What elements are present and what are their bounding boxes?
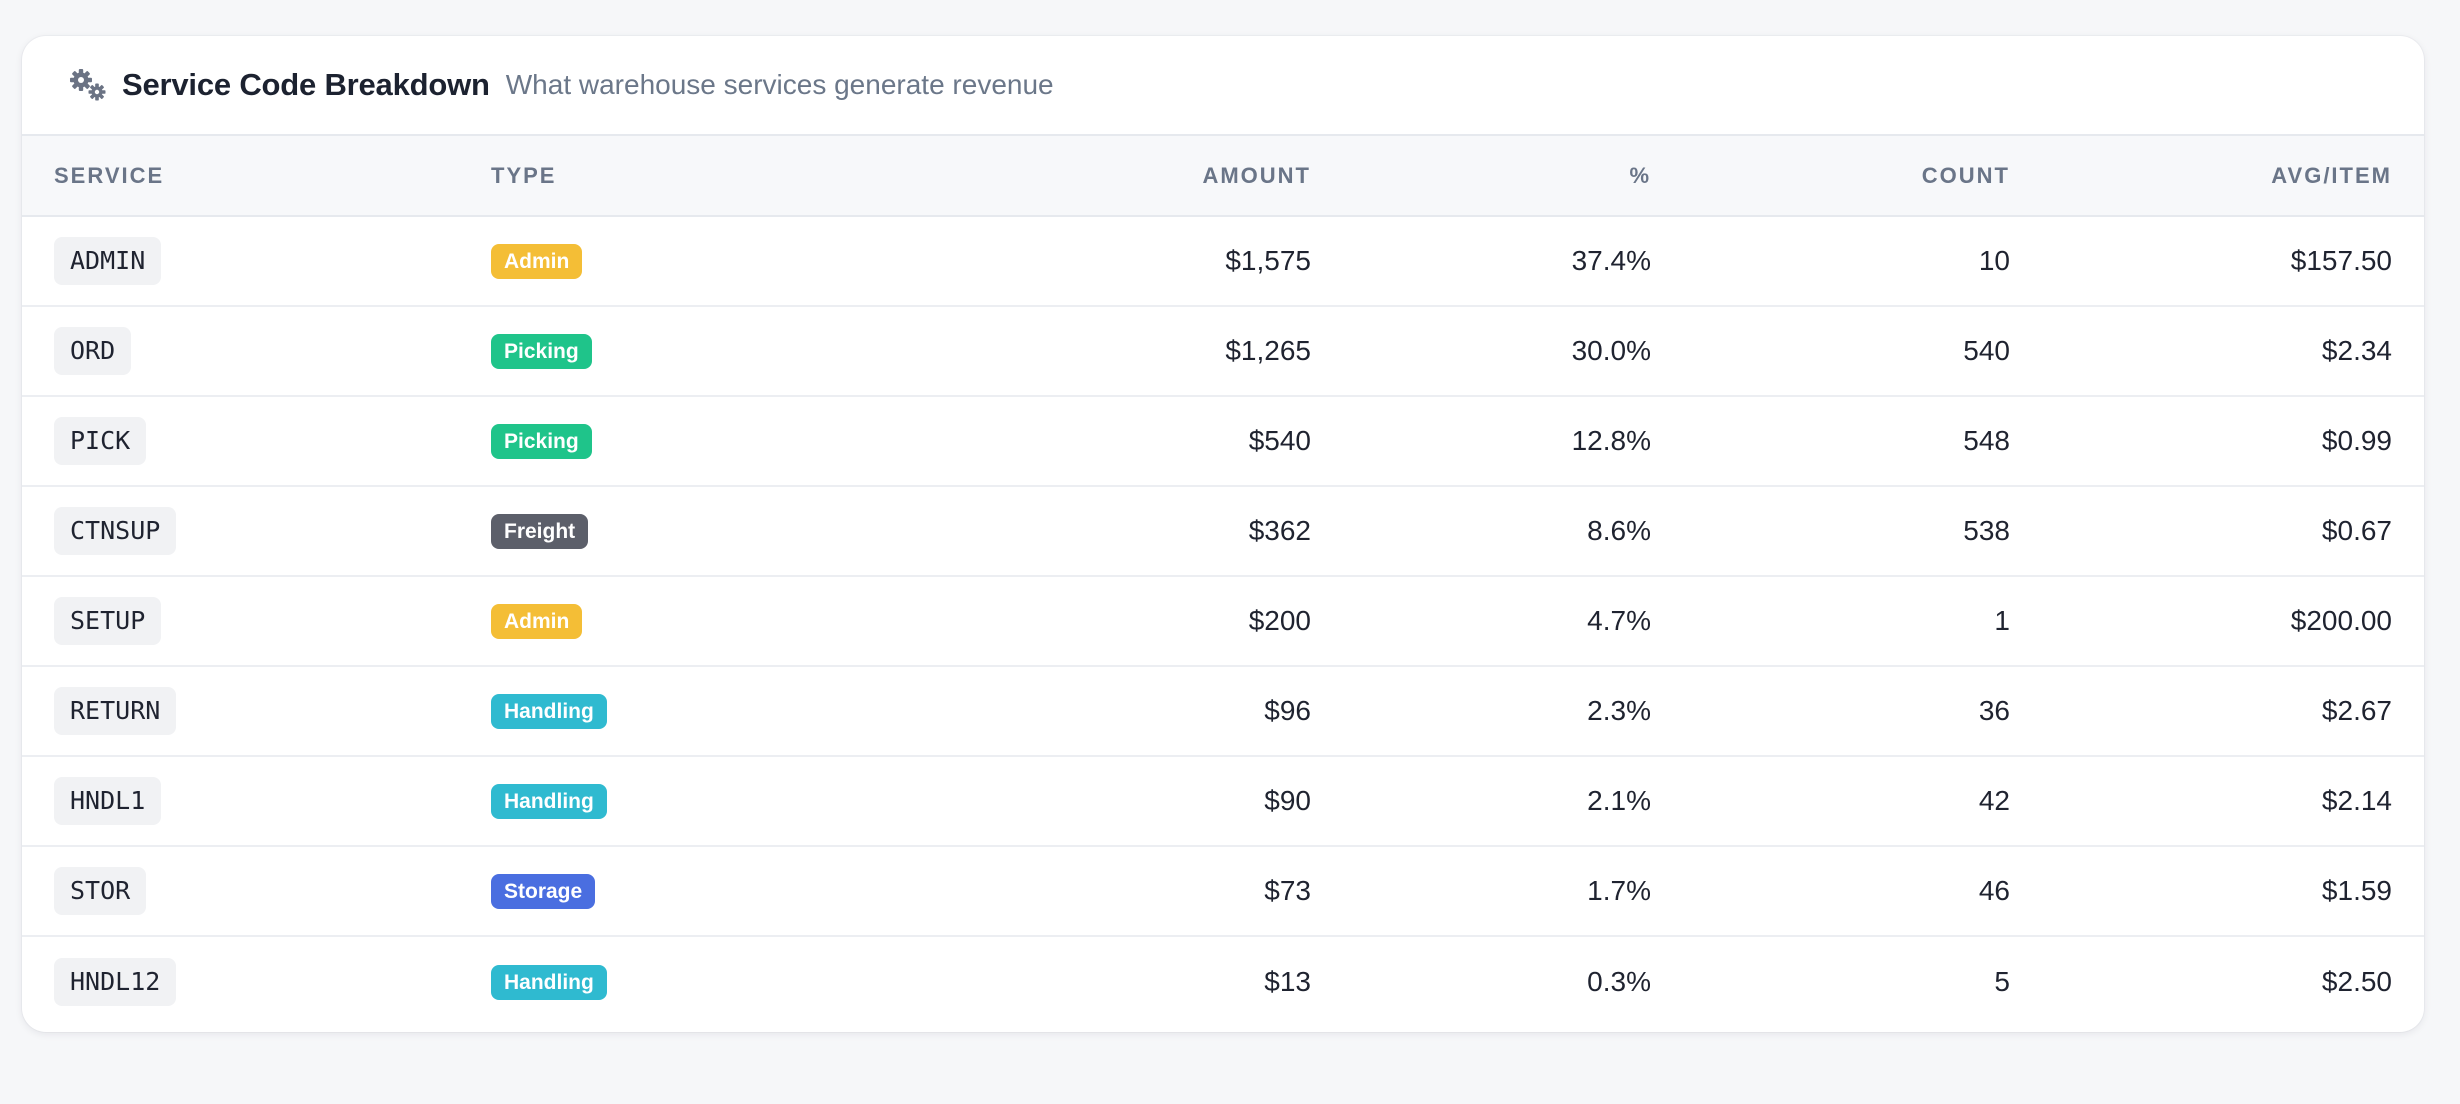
cell-type: Admin <box>491 216 891 306</box>
type-badge: Handling <box>491 694 607 729</box>
cell-percent: 2.3% <box>1311 665 1651 756</box>
cell-avg-item: $1.59 <box>2010 845 2424 936</box>
cell-avg-item: $2.14 <box>2010 755 2424 846</box>
cell-service: CTNSUP <box>22 485 491 576</box>
cell-percent: 37.4% <box>1571 245 1651 276</box>
table-row[interactable]: CTNSUP Freight $362 8.6% 538 $0.67 <box>22 485 2424 576</box>
cell-avg-item: $2.50 <box>2010 935 2424 1026</box>
cell-avg-item: $2.67 <box>2010 665 2424 756</box>
table-row[interactable]: HNDL12 Handling $13 0.3% 5 $2.50 <box>22 935 2424 1026</box>
cell-avg-item: $0.99 <box>2010 395 2424 486</box>
card-subtitle: What warehouse services generate revenue <box>505 69 1054 100</box>
cell-avg-item: $200.00 <box>2010 575 2424 666</box>
type-badge: Storage <box>491 874 596 909</box>
cell-count: 538 <box>1651 485 2010 576</box>
cell-percent: 30.0% <box>1311 305 1651 396</box>
cell-amount: $362 <box>891 485 1311 576</box>
cell-type: Handling <box>491 665 891 756</box>
type-badge: Handling <box>491 964 607 1000</box>
cell-service: ORD <box>22 305 491 396</box>
cell-type: Admin <box>491 575 891 666</box>
cell-percent: 1.7% <box>1311 845 1651 936</box>
service-breakdown-card: Service Code Breakdown What warehouse se… <box>22 36 2424 1032</box>
cell-service: STOR <box>22 845 491 936</box>
table-row[interactable]: HNDL1 Handling $90 2.1% 42 $2.14 <box>22 755 2424 846</box>
cell-amount: $73 <box>891 845 1311 936</box>
cell-avg-item: $0.67 <box>2010 485 2424 576</box>
cell-amount: $1,575 <box>1225 245 1311 276</box>
card-title: Service Code Breakdown <box>122 67 490 102</box>
column-header-count[interactable]: COUNT <box>1651 136 2010 217</box>
cell-type: Handling <box>491 755 891 846</box>
type-badge: Admin <box>491 604 583 639</box>
card-header: Service Code Breakdown What warehouse se… <box>22 36 2424 136</box>
gears-icon <box>70 69 106 101</box>
cell-percent: 12.8% <box>1311 395 1651 486</box>
type-badge: Handling <box>491 784 607 819</box>
column-header-avg-item[interactable]: AVG/ITEM <box>2010 136 2424 217</box>
column-header-service[interactable]: SERVICE <box>22 136 491 217</box>
cell-avg-item: $157.50 <box>2290 245 2392 276</box>
column-header-percent[interactable]: % <box>1311 136 1651 217</box>
table-row[interactable]: SETUP Admin $200 4.7% 1 $200.00 <box>22 575 2424 666</box>
cell-amount: $13 <box>891 935 1311 1026</box>
cell-count: 10 <box>1978 245 2010 276</box>
service-code: HNDL1 <box>54 777 162 825</box>
cell-count: 42 <box>1651 755 2010 846</box>
table-row[interactable]: RETURN Handling $96 2.3% 36 $2.67 <box>22 665 2424 756</box>
service-code: ORD <box>54 327 132 375</box>
service-code: SETUP <box>54 597 162 645</box>
cell-percent: 4.7% <box>1311 575 1651 666</box>
table-row[interactable]: STOR Storage $73 1.7% 46 $1.59 <box>22 845 2424 936</box>
service-table: SERVICE TYPE AMOUNT % COUNT AVG/ITEM ADM… <box>22 136 2424 1026</box>
service-code: ADMIN <box>54 237 162 285</box>
column-header-type[interactable]: TYPE <box>491 136 891 217</box>
cell-service: HNDL1 <box>22 755 491 846</box>
cell-count: 1 <box>1651 575 2010 666</box>
cell-amount: $540 <box>891 395 1311 486</box>
cell-amount: $96 <box>891 665 1311 756</box>
table-row[interactable]: ADMIN Admin $1,575 37.4% 10 $157.50 <box>22 216 2424 306</box>
cell-percent: 2.1% <box>1311 755 1651 846</box>
cell-type: Storage <box>491 845 891 936</box>
service-code: HNDL12 <box>54 957 177 1006</box>
column-header-amount[interactable]: AMOUNT <box>891 136 1311 217</box>
cell-count: 36 <box>1651 665 2010 756</box>
cell-amount: $1,265 <box>891 305 1311 396</box>
table-row[interactable]: ORD Picking $1,265 30.0% 540 $2.34 <box>22 305 2424 396</box>
cell-service: RETURN <box>22 665 491 756</box>
cell-service: ADMIN <box>22 216 491 306</box>
cell-service: SETUP <box>22 575 491 666</box>
cell-count: 46 <box>1651 845 2010 936</box>
type-badge: Freight <box>491 514 589 549</box>
type-badge: Picking <box>491 424 592 459</box>
cell-percent: 8.6% <box>1311 485 1651 576</box>
cell-count: 540 <box>1651 305 2010 396</box>
cell-percent: 0.3% <box>1311 935 1651 1026</box>
cell-avg-item: $2.34 <box>2010 305 2424 396</box>
type-badge: Admin <box>491 244 583 279</box>
table-header-row: SERVICE TYPE AMOUNT % COUNT AVG/ITEM <box>22 136 2424 217</box>
cell-amount: $90 <box>891 755 1311 846</box>
cell-type: Picking <box>491 305 891 396</box>
cell-service: HNDL12 <box>22 935 491 1026</box>
cell-type: Freight <box>491 485 891 576</box>
service-code: CTNSUP <box>54 507 177 555</box>
cell-type: Handling <box>491 935 891 1026</box>
cell-count: 5 <box>1651 935 2010 1026</box>
cell-service: PICK <box>22 395 491 486</box>
cell-count: 548 <box>1651 395 2010 486</box>
type-badge: Picking <box>491 334 592 369</box>
cell-amount: $200 <box>891 575 1311 666</box>
service-code: PICK <box>54 417 147 465</box>
table-row[interactable]: PICK Picking $540 12.8% 548 $0.99 <box>22 395 2424 486</box>
service-code: RETURN <box>54 687 177 735</box>
service-code: STOR <box>54 867 147 915</box>
cell-type: Picking <box>491 395 891 486</box>
